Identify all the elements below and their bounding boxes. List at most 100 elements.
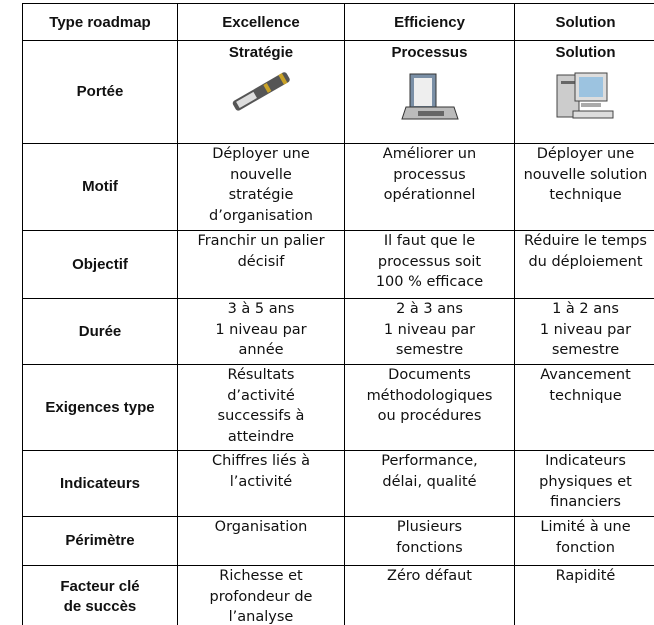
cell: Stratégie: [177, 40, 345, 144]
table-row: Objectif Franchir un palier décisif Il faut…: [22, 230, 654, 299]
cell: Franchir un palier décisif: [177, 230, 345, 299]
cell-line: l’analyse: [228, 609, 294, 625]
cell-line: du déploiement: [528, 253, 643, 270]
cell-line: Améliorer un: [382, 146, 477, 162]
row-label: Périmètre: [22, 516, 178, 566]
cell-line: d’organisation: [209, 207, 313, 224]
header-row: Type roadmap Excellence Efficiency Solution: [22, 3, 654, 41]
cell-line: processus: [393, 166, 466, 183]
cell-line: Il faut que le: [383, 233, 476, 249]
cell: Organisation: [177, 516, 345, 566]
label-line: Motif: [82, 178, 118, 195]
cell: Avancement technique: [514, 364, 654, 451]
cell-line: 100 % efficace: [375, 274, 484, 290]
cell-line: Déployer une: [536, 146, 635, 162]
cell-line: Documents: [388, 367, 471, 383]
row-label: Indicateurs: [22, 450, 178, 517]
icon: [515, 69, 654, 124]
cell: 3 à 5 ans 1 niveau par année: [177, 298, 345, 365]
cell: Indicateurs physiques et financiers: [514, 450, 654, 517]
label-line: Durée: [78, 322, 122, 340]
cell-line: Richesse et: [219, 568, 303, 584]
cell: Processus: [344, 40, 515, 144]
cell-line: Avancement: [540, 367, 631, 383]
cell: Solution: [514, 40, 654, 144]
row-label: Exigences type: [22, 364, 178, 451]
cell-line: l’activité: [229, 473, 293, 490]
cell-line: physiques et: [539, 473, 632, 490]
table-row: Exigences type Résultats d’activité success…: [22, 364, 654, 451]
header-cell: Efficiency: [344, 3, 515, 41]
cell-line: processus soit: [377, 253, 482, 270]
label-line: Objectif: [72, 255, 128, 273]
cell-line: Solution: [555, 44, 616, 61]
cell: Réduire le temps du déploiement: [514, 230, 654, 299]
cell-line: Performance,: [381, 453, 478, 469]
cell-line: technique: [549, 187, 622, 203]
cell: Résultats d’activité successifs à atteindre: [177, 364, 345, 451]
cell-line: Processus: [391, 44, 468, 61]
cell-line: technique: [549, 387, 622, 404]
cell-line: opérationnel: [383, 187, 476, 203]
cell-line: Plusieurs: [396, 519, 463, 535]
label-line: de succès: [63, 597, 137, 615]
cell-line: méthodologiques: [366, 387, 493, 404]
cell: Déployer une nouvelle stratégie d’organisat…: [177, 143, 345, 231]
table-row: Indicateurs Chiffres liés à l’activité Perf…: [22, 450, 654, 517]
header-cell: Type roadmap: [22, 3, 178, 41]
cell-line: année: [238, 342, 284, 358]
cell: Richesse et profondeur de l’analyse: [177, 565, 345, 625]
label-line: Indicateurs: [59, 474, 141, 492]
cell-line: Rapidité: [555, 568, 616, 584]
row-label: Objectif: [22, 230, 178, 299]
cell-line: nouvelle: [230, 166, 292, 183]
cell-line: nouvelle solution: [523, 166, 648, 183]
cell: Améliorer un processus opérationnel: [344, 143, 515, 231]
label-line: Exigences type: [45, 398, 155, 416]
cell-line: Résultats: [227, 367, 295, 383]
cell: Documents méthodologiques ou procédures: [344, 364, 515, 451]
cell-line: fonctions: [396, 539, 463, 556]
cell-line: 1 niveau par: [383, 321, 476, 338]
cell-line: ou procédures: [377, 408, 482, 424]
cell-line: semestre: [395, 342, 464, 358]
cell-line: 2 à 3 ans: [396, 301, 463, 317]
cell: Zéro défaut: [344, 565, 515, 625]
cell-line: 1 niveau par: [539, 321, 632, 338]
icon: [178, 69, 344, 114]
cell-line: Organisation: [214, 519, 308, 535]
cell: Performance, délai, qualité: [344, 450, 515, 517]
cell: 1 à 2 ans 1 niveau par semestre: [514, 298, 654, 365]
row-label: Durée: [22, 298, 178, 365]
table-row: Durée 3 à 5 ans 1 niveau par année 2 à 3 ans…: [22, 298, 654, 365]
cell: Il faut que le processus soit 100 % effica…: [344, 230, 515, 299]
cell: Chiffres liés à l’activité: [177, 450, 345, 517]
icon: [345, 69, 514, 124]
cell-line: atteindre: [227, 428, 295, 445]
header-cell: Solution: [514, 3, 654, 41]
table-row: Motif Déployer une nouvelle stratégie d’orga…: [22, 143, 654, 231]
cell: Déployer une nouvelle solution technique: [514, 143, 654, 231]
cell-line: 1 niveau par: [215, 321, 307, 338]
cell-line: Chiffres liés à: [211, 453, 311, 469]
cell-line: décisif: [237, 253, 285, 270]
label-line: Portée: [76, 83, 124, 100]
cell-line: Stratégie: [228, 44, 294, 61]
row-label: Facteur clé de succès: [22, 565, 178, 625]
cell-line: profondeur de: [209, 588, 313, 605]
row-label: Portée: [22, 40, 178, 144]
cell: Plusieurs fonctions: [344, 516, 515, 566]
cell-line: successifs à: [217, 408, 305, 424]
cell: Limité à une fonction: [514, 516, 654, 566]
cell-line: Limité à une: [540, 519, 631, 535]
cell-line: délai, qualité: [382, 473, 477, 490]
cell-line: Zéro défaut: [387, 568, 472, 584]
cell-line: financiers: [550, 494, 621, 510]
cell-line: 3 à 5 ans: [227, 301, 295, 317]
cell: Rapidité: [514, 565, 654, 625]
row-label: Motif: [22, 143, 178, 231]
cell-line: Indicateurs: [545, 453, 626, 469]
cell-line: 1 à 2 ans: [552, 301, 619, 317]
cell-line: fonction: [556, 539, 615, 556]
